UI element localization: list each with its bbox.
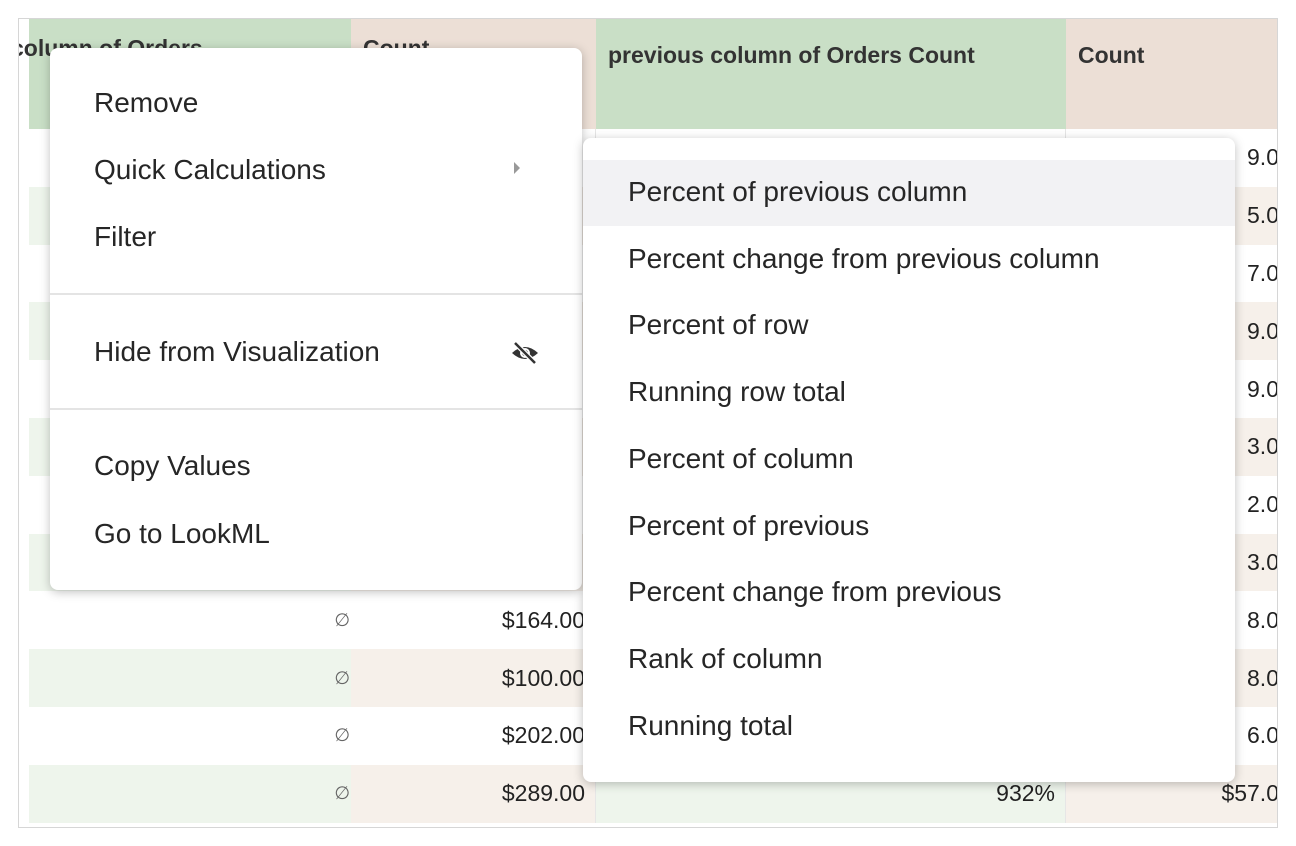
cell-value: 9.0 bbox=[1247, 317, 1278, 344]
menu-item[interactable]: Hide from Visualization bbox=[94, 336, 380, 367]
table-cell: $100.00 bbox=[351, 649, 596, 707]
cell-value: 6.0 bbox=[1247, 722, 1278, 749]
context-menu: Remove Quick Calculations Filter Hide from … bbox=[50, 48, 582, 590]
submenu-item[interactable]: Percent change from previous bbox=[628, 576, 1002, 608]
cell-value: 2.0 bbox=[1247, 491, 1278, 518]
submenu-item[interactable]: Rank of column bbox=[628, 642, 823, 674]
submenu-item[interactable]: Running row total bbox=[628, 376, 846, 408]
hide-icon bbox=[512, 341, 538, 365]
header-text: Count bbox=[1078, 42, 1145, 68]
table-cell: ∅ bbox=[29, 707, 361, 765]
cell-value: 8.0 bbox=[1247, 606, 1278, 633]
table-cell: ∅ bbox=[29, 649, 361, 707]
submenu-arrow bbox=[514, 162, 520, 174]
cell-value: 9.0 bbox=[1247, 144, 1278, 171]
cell-value: 5.0 bbox=[1247, 202, 1278, 229]
cell-value: 8.0 bbox=[1247, 664, 1278, 691]
cell-value: $100.00 bbox=[501, 664, 585, 691]
table-cell: ∅ bbox=[29, 591, 361, 650]
submenu-item[interactable]: Percent change from previous column bbox=[628, 242, 1100, 274]
cell-value: 7.0 bbox=[1247, 259, 1278, 286]
table-cell: ∅ bbox=[29, 764, 361, 823]
cell-value: $202.00 bbox=[501, 722, 585, 749]
menu-item[interactable]: Filter bbox=[94, 221, 157, 252]
submenu: Percent of previous column Percent change… bbox=[583, 138, 1235, 782]
table-cell: $289.00 bbox=[351, 764, 596, 823]
submenu-item[interactable]: Percent of row bbox=[628, 309, 809, 341]
submenu-item[interactable]: Percent of previous bbox=[628, 509, 870, 541]
header-cell: Count bbox=[1066, 19, 1277, 129]
hover-highlight bbox=[583, 160, 1235, 226]
menu-item[interactable]: Go to LookML bbox=[94, 518, 270, 549]
divider bbox=[50, 293, 582, 295]
cell-value: 3.0 bbox=[1247, 433, 1278, 460]
null-symbol: ∅ bbox=[334, 725, 350, 746]
table-cell: $164.00 bbox=[351, 591, 596, 650]
submenu-item[interactable]: Percent of previous column bbox=[628, 176, 968, 207]
divider bbox=[50, 408, 582, 410]
header-text: previous column of Orders Count bbox=[608, 42, 975, 68]
submenu-item[interactable]: Percent of column bbox=[628, 442, 854, 474]
menu-item[interactable]: Remove bbox=[94, 87, 199, 118]
menu-item[interactable]: Quick Calculations bbox=[94, 154, 326, 185]
cell-value: $57.0 bbox=[1221, 780, 1278, 807]
cell-value: 3.0 bbox=[1247, 548, 1278, 575]
header-cell: previous column of Orders Count bbox=[596, 19, 1066, 129]
cell-value: $289.00 bbox=[501, 780, 585, 807]
submenu-item[interactable]: Running total bbox=[628, 709, 794, 741]
null-symbol: ∅ bbox=[334, 783, 350, 804]
null-symbol: ∅ bbox=[334, 609, 350, 630]
cell-value: $164.00 bbox=[501, 606, 585, 633]
null-symbol: ∅ bbox=[334, 667, 350, 688]
table-cell: $202.00 bbox=[351, 707, 596, 765]
cell-value: 9.0 bbox=[1247, 375, 1278, 402]
menu-item[interactable]: Copy Values bbox=[94, 450, 251, 481]
cell-value: 932% bbox=[996, 780, 1055, 807]
